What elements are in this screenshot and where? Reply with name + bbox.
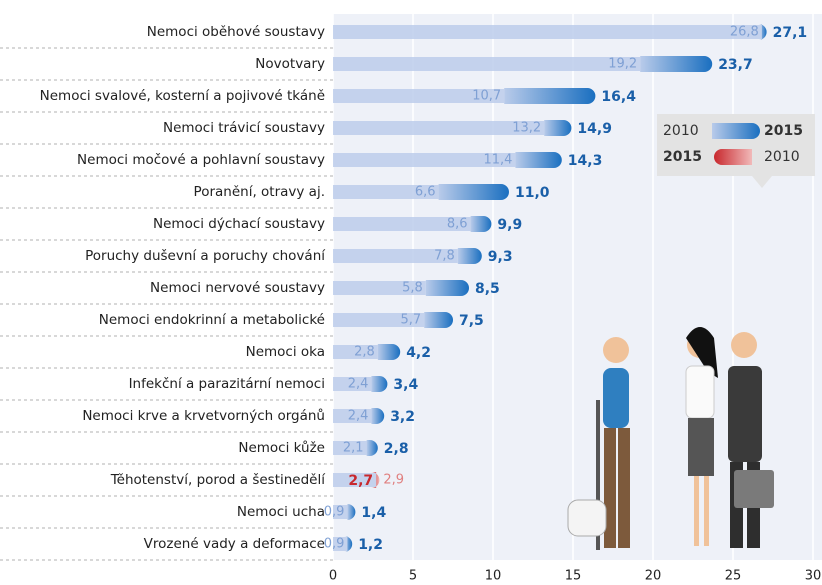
- value-label-2010: 2,8: [354, 345, 375, 360]
- legend-label: 2015: [764, 123, 803, 139]
- x-tick-label: 10: [485, 569, 502, 584]
- change-pill: [439, 184, 509, 200]
- value-label-2010: 5,7: [401, 313, 422, 328]
- value-label-2010: 7,8: [434, 249, 455, 264]
- x-tick-label: 0: [329, 569, 337, 584]
- change-pill: [640, 56, 712, 72]
- x-tick-label: 30: [805, 569, 822, 584]
- value-label-2010: 2,4: [348, 409, 369, 424]
- category-label: Nemoci dýchací soustavy: [153, 216, 325, 232]
- value-label-2015: 16,4: [601, 89, 636, 105]
- base-bar: [333, 57, 640, 71]
- value-label-2010: 2,4: [348, 377, 369, 392]
- category-label: Nemoci oběhové soustavy: [147, 24, 325, 40]
- legend-swatch: [714, 149, 752, 165]
- value-label-2015: 9,9: [497, 217, 522, 233]
- category-label: Nemoci močové a pohlavní soustavy: [77, 152, 325, 168]
- value-label-2010: 6,6: [415, 185, 436, 200]
- legend-label: 2015: [663, 149, 702, 165]
- category-label: Vrozené vady a deformace: [144, 536, 325, 552]
- category-label: Nemoci svalové, kosterní a pojivové tkán…: [40, 88, 325, 104]
- x-tick-label: 25: [725, 569, 742, 584]
- value-label-2015: 9,3: [488, 249, 513, 265]
- value-label-2015: 4,2: [406, 345, 431, 361]
- change-pill: [471, 216, 492, 232]
- category-label: Nemoci trávicí soustavy: [163, 120, 325, 136]
- legend-label: 2010: [663, 123, 699, 139]
- value-label-2015: 2,7: [348, 473, 373, 489]
- x-tick-label: 15: [565, 569, 582, 584]
- change-pill: [426, 280, 469, 296]
- value-label-2010: 2,1: [343, 441, 364, 456]
- value-label-2015: 3,4: [393, 377, 418, 393]
- x-tick-label: 5: [409, 569, 417, 584]
- value-label-2015: 3,2: [390, 409, 415, 425]
- value-label-2015: 7,5: [459, 313, 484, 329]
- value-label-2010: 10,7: [472, 89, 501, 104]
- category-label: Nemoci krve a krvetvorných orgánů: [82, 408, 325, 424]
- change-pill: [458, 248, 482, 264]
- value-label-2010: 19,2: [608, 57, 637, 72]
- change-pill: [504, 88, 595, 104]
- category-label: Nemoci kůže: [238, 440, 325, 456]
- category-label: Novotvary: [255, 56, 325, 72]
- change-pill: [515, 152, 561, 168]
- category-label: Nemoci endokrinní a metabolické: [99, 312, 325, 328]
- x-tick-label: 20: [645, 569, 662, 584]
- change-pill: [378, 344, 400, 360]
- value-label-2015: 27,1: [773, 25, 808, 41]
- value-label-2015: 14,3: [568, 153, 603, 169]
- category-label: Infekční a parazitární nemoci: [129, 376, 325, 392]
- value-label-2015: 2,8: [384, 441, 409, 457]
- value-label-2010: 8,6: [447, 217, 468, 232]
- category-label: Poranění, otravy aj.: [194, 184, 325, 200]
- category-label: Těhotenství, porod a šestinedělí: [110, 472, 327, 488]
- category-label: Poruchy duševní a poruchy chování: [85, 248, 326, 264]
- category-label: Nemoci ucha: [237, 504, 325, 520]
- value-label-2015: 11,0: [515, 185, 550, 201]
- legend-swatch: [712, 123, 760, 139]
- value-label-2010: 26,8: [730, 25, 759, 40]
- change-pill: [424, 312, 453, 328]
- base-bar: [333, 25, 762, 39]
- value-label-2010: 0,9: [324, 505, 345, 520]
- value-label-2010: 2,9: [383, 473, 404, 488]
- change-pill: [371, 376, 387, 392]
- value-label-2015: 23,7: [718, 57, 753, 73]
- category-label: Nemoci nervové soustavy: [150, 280, 325, 296]
- category-label: Nemoci oka: [246, 344, 325, 360]
- value-label-2015: 8,5: [475, 281, 500, 297]
- value-label-2015: 1,2: [358, 537, 383, 553]
- legend-label: 2010: [764, 149, 800, 165]
- value-label-2010: 5,8: [402, 281, 423, 296]
- value-label-2010: 11,4: [483, 153, 512, 168]
- value-label-2010: 13,2: [512, 121, 541, 136]
- value-label-2010: 0,9: [324, 537, 345, 552]
- chart: Nemoci oběhové soustavy 26,8 27,1 Novotvary…: [0, 0, 822, 585]
- value-label-2015: 14,9: [577, 121, 612, 137]
- change-pill: [544, 120, 571, 136]
- value-label-2015: 1,4: [361, 505, 386, 521]
